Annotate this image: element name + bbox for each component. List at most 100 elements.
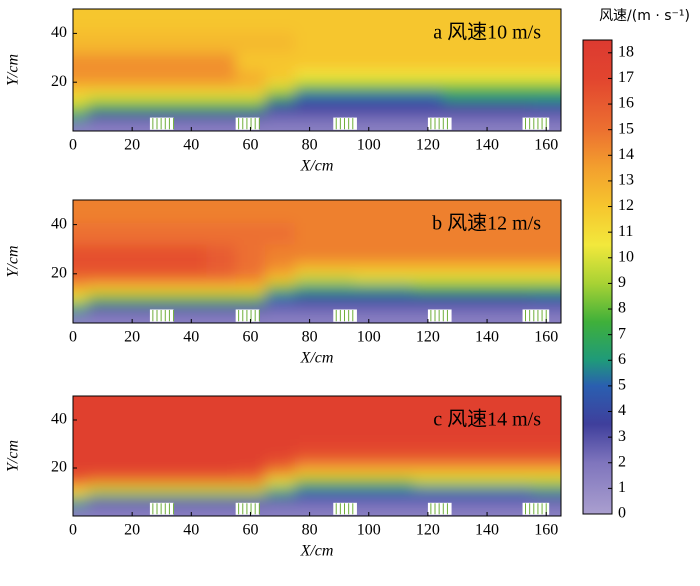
colorbar-tick-label: 16 bbox=[618, 95, 634, 112]
heatmap-cell bbox=[353, 468, 385, 479]
heatmap-cell bbox=[413, 101, 444, 112]
heatmap-cell bbox=[442, 496, 473, 507]
heatmap-cell bbox=[206, 283, 237, 294]
heatmap-cell bbox=[383, 52, 414, 71]
heatmap-cell bbox=[353, 70, 385, 83]
heatmap-cell bbox=[146, 82, 178, 93]
heatmap-cell bbox=[324, 496, 355, 507]
heatmap-cell bbox=[501, 456, 532, 469]
heatmap-cell bbox=[146, 52, 178, 71]
heatmap-cell bbox=[531, 439, 561, 457]
heatmap-cell bbox=[294, 70, 325, 83]
plot-frame bbox=[72, 395, 562, 517]
heatmap-cell bbox=[206, 477, 237, 488]
heatmap-cell bbox=[235, 303, 266, 314]
heatmap-cell bbox=[324, 477, 355, 488]
heatmap-cell bbox=[413, 244, 444, 262]
heatmap-cell bbox=[531, 417, 561, 440]
heatmap-cell bbox=[146, 417, 178, 440]
colorbar-tick-label: 13 bbox=[618, 172, 634, 189]
heatmap-cell bbox=[413, 417, 444, 440]
heatmap-cell bbox=[176, 303, 207, 314]
heatmap-cell bbox=[73, 261, 89, 275]
heatmap-cell bbox=[235, 222, 266, 245]
y-axis-label: Y/cm bbox=[5, 54, 22, 86]
heatmap-cell bbox=[413, 200, 444, 223]
heatmap-cell bbox=[117, 121, 148, 131]
heatmap-cell bbox=[353, 261, 385, 275]
heatmap-cell bbox=[235, 273, 266, 285]
heatmap-cell bbox=[413, 111, 444, 122]
heatmap-cell bbox=[442, 121, 473, 131]
x-tick-label: 80 bbox=[302, 329, 318, 346]
barrier bbox=[235, 117, 260, 130]
heatmap-cell bbox=[117, 9, 148, 32]
heatmap-cell bbox=[383, 82, 414, 93]
heatmap-cell bbox=[146, 293, 178, 304]
y-tick-label: 20 bbox=[51, 459, 67, 476]
heatmap-cell bbox=[383, 91, 414, 103]
heatmap-cell bbox=[501, 396, 532, 419]
heatmap-cell bbox=[501, 261, 532, 275]
heatmap-cell bbox=[294, 121, 325, 131]
heatmap-cell bbox=[206, 121, 237, 131]
heatmap-cell bbox=[501, 293, 532, 304]
heatmap-cell bbox=[235, 200, 266, 223]
heatmap-cell bbox=[501, 496, 532, 507]
heatmap-cell bbox=[73, 273, 89, 285]
heatmap-cell bbox=[294, 496, 325, 507]
heatmap-cell bbox=[176, 283, 207, 294]
colorbar-tick-label: 11 bbox=[618, 223, 633, 240]
heatmap-cell bbox=[442, 283, 473, 294]
heatmap-cell bbox=[413, 283, 444, 294]
heatmap-cell bbox=[472, 303, 503, 314]
heatmap-cell bbox=[265, 283, 296, 294]
heatmap-cell bbox=[87, 396, 118, 419]
heatmap-cell bbox=[531, 293, 561, 304]
x-tick-label: 20 bbox=[124, 137, 140, 154]
heatmap-cell bbox=[265, 30, 296, 54]
x-tick-label: 140 bbox=[475, 329, 499, 346]
heatmap-cell bbox=[265, 456, 296, 469]
y-tick-label: 40 bbox=[51, 24, 67, 41]
heatmap-cell bbox=[206, 468, 237, 479]
barrier bbox=[427, 117, 452, 130]
heatmap-cell bbox=[265, 303, 296, 314]
heatmap-cell bbox=[117, 496, 148, 507]
heatmap-cell bbox=[442, 261, 473, 275]
heatmap-cell bbox=[206, 52, 237, 71]
x-tick-label: 120 bbox=[416, 137, 440, 154]
heatmap-cell bbox=[294, 456, 325, 469]
heatmap-cell bbox=[324, 303, 355, 314]
heatmap-cell bbox=[265, 396, 296, 419]
heatmap-cell bbox=[146, 111, 178, 122]
heatmap-cell bbox=[501, 200, 532, 223]
heatmap-cell bbox=[353, 396, 385, 419]
heatmap-cells bbox=[73, 9, 561, 131]
barrier bbox=[333, 117, 357, 130]
heatmap-cell bbox=[353, 30, 385, 54]
heatmap-cell bbox=[353, 222, 385, 245]
heatmap-cell bbox=[501, 101, 532, 112]
colorbar-tick-label: 1 bbox=[618, 479, 626, 496]
heatmap-cell bbox=[265, 468, 296, 479]
heatmap-cell bbox=[324, 273, 355, 285]
x-tick-label: 140 bbox=[475, 137, 499, 154]
heatmap-cell bbox=[265, 293, 296, 304]
heatmap-cell bbox=[324, 82, 355, 93]
heatmap-cell bbox=[117, 506, 148, 516]
x-tick-label: 120 bbox=[416, 522, 440, 539]
heatmap-cell bbox=[501, 9, 532, 32]
heatmap-cell bbox=[413, 52, 444, 71]
heatmap-cell bbox=[235, 70, 266, 83]
heatmap-cell bbox=[146, 396, 178, 419]
heatmap-cell bbox=[501, 417, 532, 440]
heatmap-cell bbox=[413, 30, 444, 54]
heatmap-cell bbox=[501, 313, 532, 323]
colorbar-tick-label: 0 bbox=[618, 505, 626, 522]
heatmap-cell bbox=[531, 70, 561, 83]
heatmap-cell bbox=[383, 468, 414, 479]
heatmap-cell bbox=[206, 456, 237, 469]
x-tick-label: 40 bbox=[183, 329, 199, 346]
heatmap-cell bbox=[501, 222, 532, 245]
